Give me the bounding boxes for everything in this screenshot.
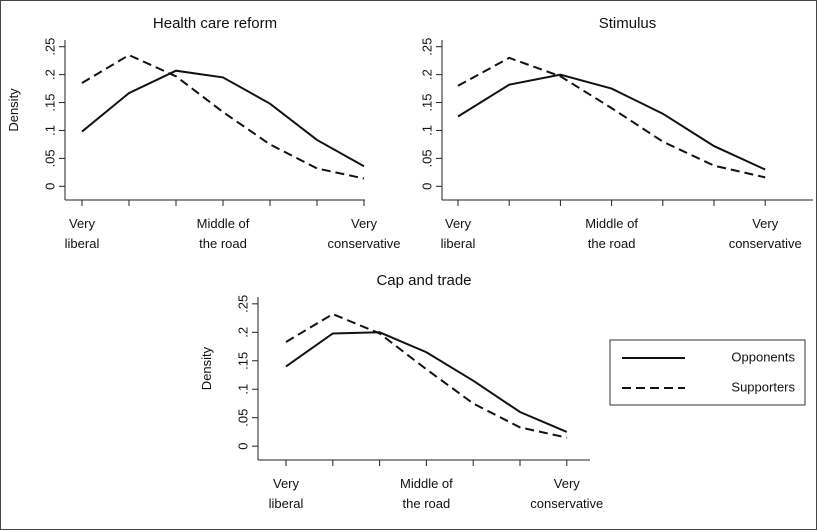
y-axis-label: Density — [6, 88, 21, 132]
x-tick-label: Very liberal — [269, 476, 304, 511]
y-tick-label: .1 — [42, 125, 57, 136]
series-line — [285, 331, 568, 433]
series-line — [81, 53, 365, 180]
y-tick-label: .15 — [419, 94, 434, 112]
x-tick-label: Very liberal — [65, 216, 100, 251]
x-tick-label: Very conservative — [328, 216, 401, 251]
y-tick-label: .1 — [235, 384, 250, 395]
y-tick-label: .25 — [235, 295, 250, 313]
x-tick-label: Middle of the road — [197, 216, 250, 251]
y-axis-label: Density — [199, 346, 214, 390]
y-tick-label: .05 — [42, 149, 57, 167]
y-tick-label: .1 — [419, 125, 434, 136]
x-tick-label: Middle of the road — [585, 216, 638, 251]
y-tick-label: .2 — [235, 327, 250, 338]
series-line — [81, 69, 365, 168]
x-tick-label: Middle of the road — [400, 476, 453, 511]
x-tick-label: Very conservative — [530, 476, 603, 511]
legend-box — [609, 339, 806, 406]
y-tick-label: .05 — [419, 149, 434, 167]
y-tick-label: 0 — [42, 183, 57, 190]
chart-title: Cap and trade — [376, 272, 471, 289]
series-line — [457, 73, 766, 171]
series-line — [457, 56, 766, 179]
x-tick-label: Very liberal — [441, 216, 476, 251]
y-tick-label: .2 — [42, 69, 57, 80]
y-tick-label: 0 — [419, 183, 434, 190]
legend-label: Supporters — [731, 379, 795, 394]
y-tick-label: .15 — [235, 352, 250, 370]
y-tick-label: .05 — [235, 409, 250, 427]
y-tick-label: .25 — [419, 38, 434, 56]
chart-title: Stimulus — [599, 15, 657, 32]
y-tick-label: .2 — [419, 69, 434, 80]
y-tick-label: 0 — [235, 443, 250, 450]
y-tick-label: .25 — [42, 38, 57, 56]
chart-title: Health care reform — [153, 15, 277, 32]
x-tick-label: Very conservative — [729, 216, 802, 251]
y-tick-label: .15 — [42, 94, 57, 112]
legend-label: Opponents — [731, 349, 795, 364]
series-line — [285, 312, 568, 439]
